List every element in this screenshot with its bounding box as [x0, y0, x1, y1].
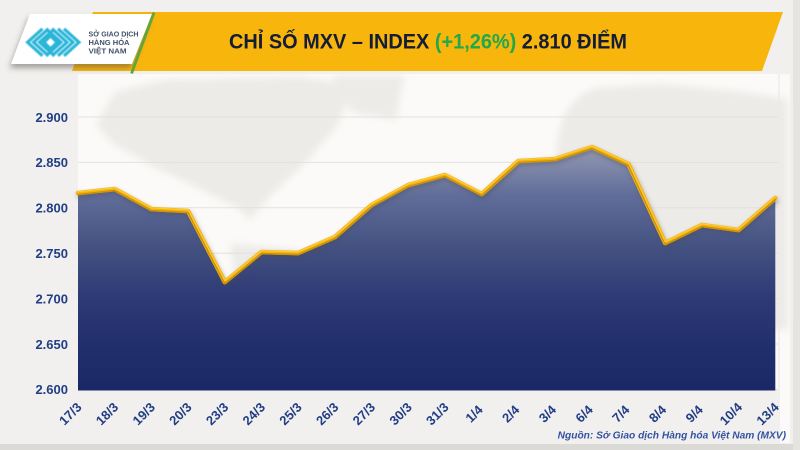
svg-text:VIỆT NAM: VIỆT NAM [89, 47, 127, 56]
svg-text:2.600: 2.600 [35, 382, 68, 397]
svg-text:Nguồn: Sở Giao dịch Hàng hóa V: Nguồn: Sở Giao dịch Hàng hóa Việt Nam (M… [558, 430, 787, 442]
svg-text:HÀNG HÓA: HÀNG HÓA [89, 38, 131, 47]
svg-text:2.750: 2.750 [35, 246, 68, 261]
svg-text:2.850: 2.850 [35, 155, 68, 170]
svg-text:2.800: 2.800 [35, 201, 68, 216]
svg-text:2.700: 2.700 [35, 291, 68, 306]
svg-text:CHỈ SỐ MXV – INDEX (+1,26%) 2.: CHỈ SỐ MXV – INDEX (+1,26%) 2.810 ĐIỂM [229, 30, 627, 54]
svg-text:2.900: 2.900 [35, 110, 68, 125]
svg-text:2.650: 2.650 [35, 337, 68, 352]
svg-text:SỞ GIAO DỊCH: SỞ GIAO DỊCH [89, 30, 139, 39]
